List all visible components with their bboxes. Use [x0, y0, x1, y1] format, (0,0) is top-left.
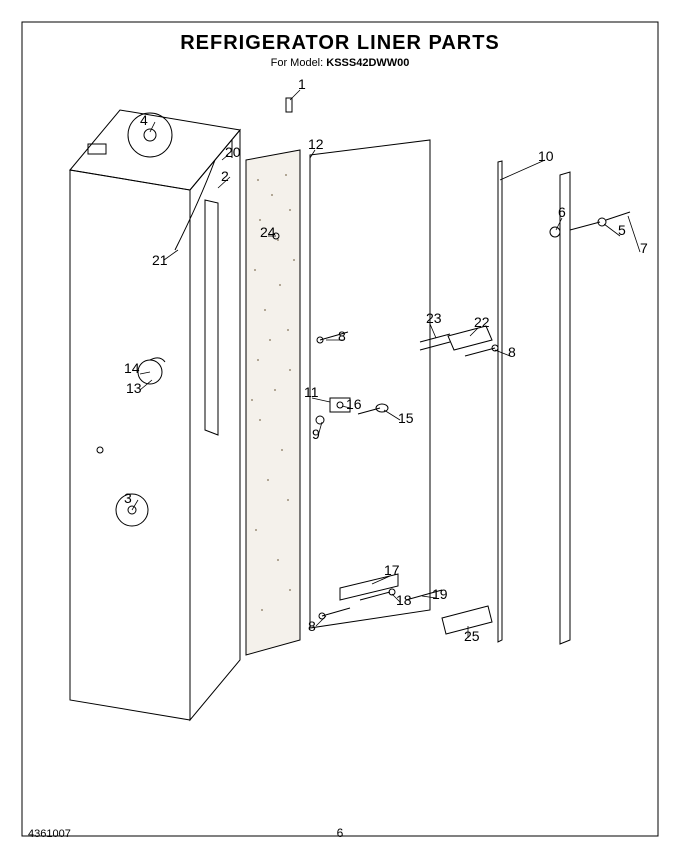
callout-19: 19: [432, 586, 448, 602]
callout-18: 18: [396, 592, 412, 608]
callout-25: 25: [464, 628, 480, 644]
callout-7: 7: [640, 240, 648, 256]
callout-4: 4: [140, 112, 148, 128]
callout-13: 13: [126, 380, 142, 396]
callout-11: 11: [304, 384, 319, 400]
callout-22: 22: [474, 314, 490, 330]
callout-2: 2: [221, 168, 229, 184]
callout-23: 23: [426, 310, 442, 326]
callout-15: 15: [398, 410, 414, 426]
cabinet-liner: [70, 110, 240, 720]
document-id: 4361007: [28, 828, 71, 840]
callout-21: 21: [152, 252, 168, 268]
mullion-strip: [560, 172, 570, 644]
trim-strip: [498, 161, 502, 642]
divider-panel: [310, 140, 430, 628]
callout-8c: 8: [308, 618, 316, 634]
callout-8b: 8: [508, 344, 516, 360]
callout-24: 24: [260, 224, 276, 240]
callout-3: 3: [124, 490, 132, 506]
callout-14: 14: [124, 360, 140, 376]
callout-5: 5: [618, 222, 626, 238]
callout-20: 20: [225, 144, 241, 160]
page-number: 6: [337, 826, 344, 840]
callout-9: 9: [312, 426, 320, 442]
callout-17: 17: [384, 562, 400, 578]
callout-12: 12: [308, 136, 324, 152]
parts-diagram: [0, 0, 680, 858]
callout-10: 10: [538, 148, 554, 164]
callout-6: 6: [558, 204, 566, 220]
callout-1: 1: [298, 76, 306, 92]
callout-16: 16: [346, 396, 362, 412]
callout-8a: 8: [338, 328, 346, 344]
